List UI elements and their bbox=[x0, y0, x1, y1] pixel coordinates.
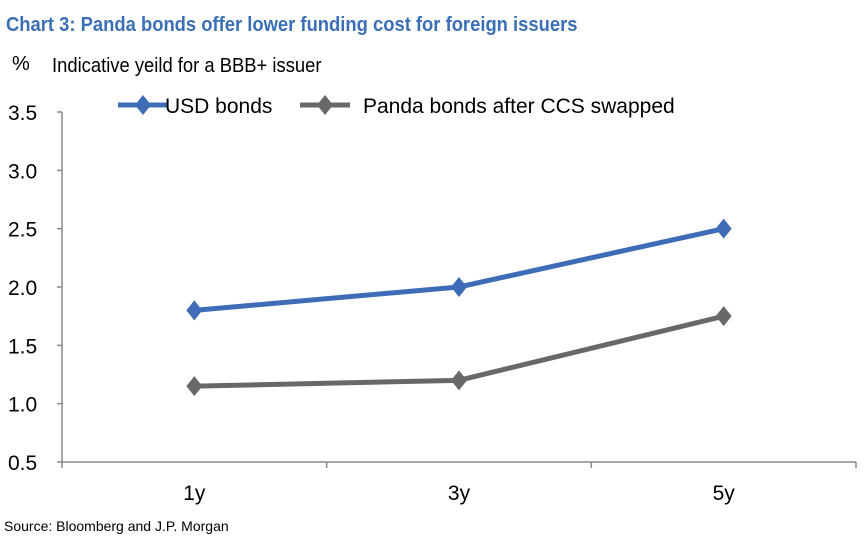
legend-label: Panda bonds after CCS swapped bbox=[363, 95, 675, 118]
x-tick-label: 1y bbox=[183, 482, 206, 505]
x-tick-label: 5y bbox=[713, 482, 736, 505]
y-tick-label: 3.0 bbox=[8, 160, 37, 183]
unit-label: % bbox=[12, 53, 30, 75]
y-tick-label: 1.5 bbox=[8, 335, 37, 358]
legend-marker bbox=[317, 95, 333, 115]
legend-label: USD bonds bbox=[165, 95, 272, 118]
y-tick-label: 2.5 bbox=[8, 219, 37, 242]
x-tick-label: 3y bbox=[448, 482, 471, 505]
legend-marker bbox=[135, 95, 151, 115]
chart-title: Chart 3: Panda bonds offer lower funding… bbox=[6, 14, 578, 36]
series-line-0 bbox=[194, 226, 725, 313]
data-point bbox=[451, 370, 467, 391]
y-tick-label: 3.5 bbox=[8, 102, 37, 125]
y-tick-label: 2.0 bbox=[8, 277, 37, 300]
data-point bbox=[715, 306, 732, 327]
source-note: Source: Bloomberg and J.P. Morgan bbox=[4, 518, 229, 534]
y-tick-label: 0.5 bbox=[8, 452, 37, 475]
data-point bbox=[451, 277, 467, 297]
data-point bbox=[186, 300, 203, 321]
data-point bbox=[715, 218, 732, 239]
y-tick-label: 1.0 bbox=[8, 394, 37, 417]
chart-subtitle: Indicative yeild for a BBB+ issuer bbox=[52, 55, 322, 77]
data-point bbox=[186, 376, 203, 397]
